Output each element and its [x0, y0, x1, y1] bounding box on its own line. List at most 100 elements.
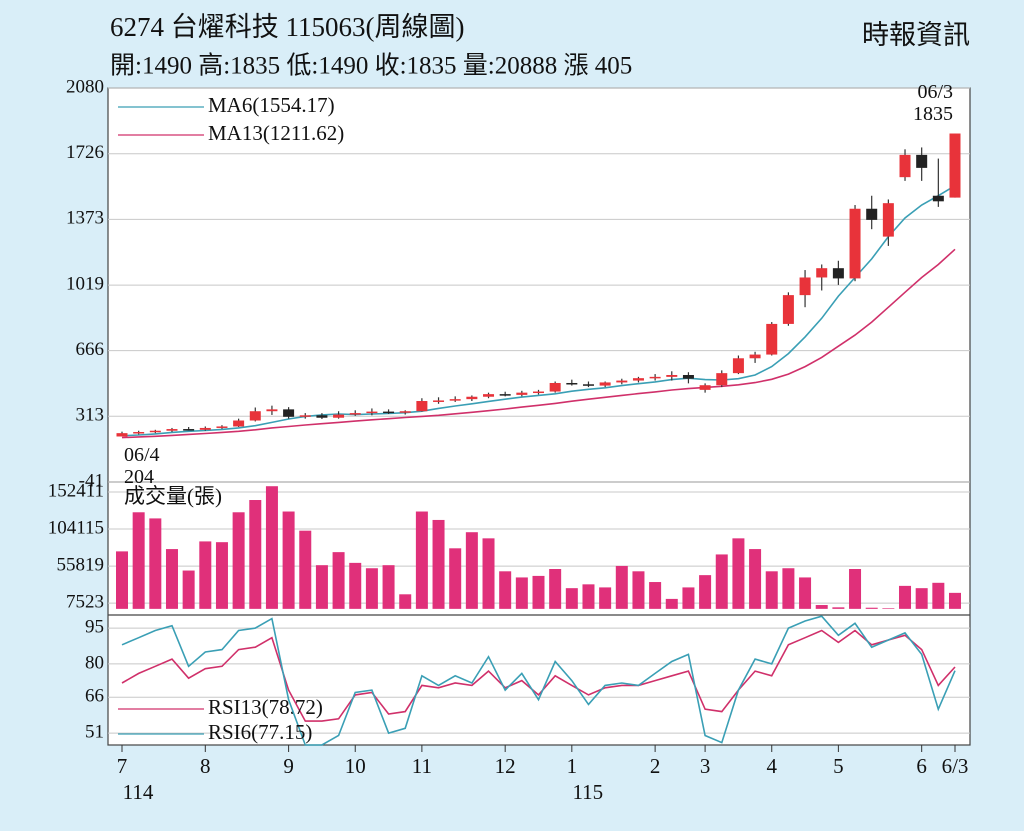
legend-label: MA13(1211.62): [208, 121, 344, 145]
candle-body: [149, 430, 161, 433]
x-tick-label: 10: [345, 754, 366, 778]
volume-bar: [699, 575, 712, 609]
candle-body: [849, 208, 861, 279]
candle-body: [882, 203, 894, 237]
volume-bar: [732, 538, 745, 609]
candle-body: [766, 323, 778, 355]
y-tick-label: 152411: [48, 480, 104, 501]
volume-bar: [649, 582, 662, 609]
candle-body: [383, 411, 395, 414]
volume-bar: [382, 565, 395, 609]
candle-body: [549, 382, 561, 392]
candle-body: [249, 411, 261, 421]
volume-bar: [799, 577, 812, 609]
volume-bar: [116, 551, 128, 609]
volume-bar: [882, 608, 895, 609]
volume-bar: [632, 571, 645, 609]
annotation-value: 1835: [913, 103, 953, 125]
y-tick-label: 51: [85, 721, 104, 742]
annotation-value: 204: [124, 466, 154, 488]
volume-bar: [749, 549, 762, 609]
volume-bar: [599, 587, 612, 609]
x-tick-label: 6: [916, 754, 927, 778]
volume-bar: [399, 594, 412, 609]
candle-body: [433, 400, 445, 402]
candle-body: [333, 414, 345, 418]
volume-bar: [915, 588, 928, 609]
volume-bar: [282, 511, 295, 609]
volume-bar: [299, 530, 312, 609]
candle-body: [449, 399, 461, 401]
volume-bar: [465, 532, 478, 609]
x-tick-label: 11: [412, 754, 432, 778]
volume-bar: [165, 549, 178, 609]
y-tick-label: 55819: [57, 554, 105, 575]
y-tick-label: 1019: [66, 273, 104, 294]
x-tick-label: 5: [833, 754, 844, 778]
candle-body: [199, 427, 211, 430]
candle-body: [499, 394, 511, 396]
volume-bar: [532, 575, 545, 609]
volume-bar: [265, 486, 278, 609]
y-tick-label: 104115: [48, 517, 104, 538]
chart-title: 6274 台燿科技 115063(周線圖): [110, 12, 464, 42]
volume-bar: [449, 548, 462, 609]
candle-body: [666, 375, 678, 377]
x-tick-label: 4: [766, 754, 777, 778]
candle-body: [349, 413, 361, 415]
candle-body: [632, 378, 644, 381]
series-line: [121, 615, 956, 746]
candle-body: [732, 358, 744, 374]
candle-body: [682, 375, 694, 379]
volume-bar: [249, 500, 262, 609]
x-tick-label: 2: [650, 754, 661, 778]
candle-body: [466, 396, 478, 400]
volume-bar: [215, 542, 228, 609]
series-line: [121, 185, 956, 437]
volume-bar: [899, 585, 912, 609]
y-tick-label: 666: [76, 339, 105, 360]
volume-bar: [849, 569, 862, 609]
volume-bar: [765, 571, 778, 609]
volume-bar: [199, 541, 212, 609]
candle-body: [533, 391, 544, 394]
volume-bar: [132, 512, 145, 609]
x-tick-label: 6/3: [942, 754, 969, 778]
volume-bar: [665, 598, 678, 609]
year-label: 114: [123, 780, 154, 804]
x-tick-label: 7: [117, 754, 128, 778]
candle-body: [233, 420, 245, 427]
legend-label: RSI13(78.72): [208, 695, 323, 719]
annotation-date: 06/4: [124, 444, 160, 466]
candle-body: [932, 195, 944, 202]
y-tick-label: 66: [85, 686, 104, 707]
x-tick-label: 3: [700, 754, 711, 778]
volume-bar: [349, 562, 362, 609]
x-tick-label: 9: [283, 754, 294, 778]
candle-body: [283, 409, 295, 417]
volume-bar: [682, 587, 695, 609]
candle-body: [516, 392, 528, 395]
series-line: [121, 629, 956, 722]
candle-body: [582, 384, 594, 386]
candle-body: [116, 433, 128, 437]
volume-bar: [149, 518, 162, 609]
candle-body: [782, 295, 794, 324]
candle-body: [716, 373, 728, 386]
candle-body: [899, 154, 911, 178]
candle-body: [399, 411, 411, 413]
volume-bar: [582, 584, 595, 609]
y-tick-label: 1726: [66, 142, 104, 163]
volume-bar: [715, 554, 728, 609]
y-tick-label: 1373: [66, 208, 104, 229]
legend-label: MA6(1554.17): [208, 93, 335, 117]
candle-body: [566, 382, 578, 385]
candle-body: [183, 429, 195, 431]
volume-bar: [815, 605, 828, 609]
volume-bar: [832, 607, 845, 609]
candle-body: [299, 415, 311, 417]
y-tick-label: 313: [76, 405, 105, 426]
y-tick-label: 2080: [66, 76, 104, 97]
